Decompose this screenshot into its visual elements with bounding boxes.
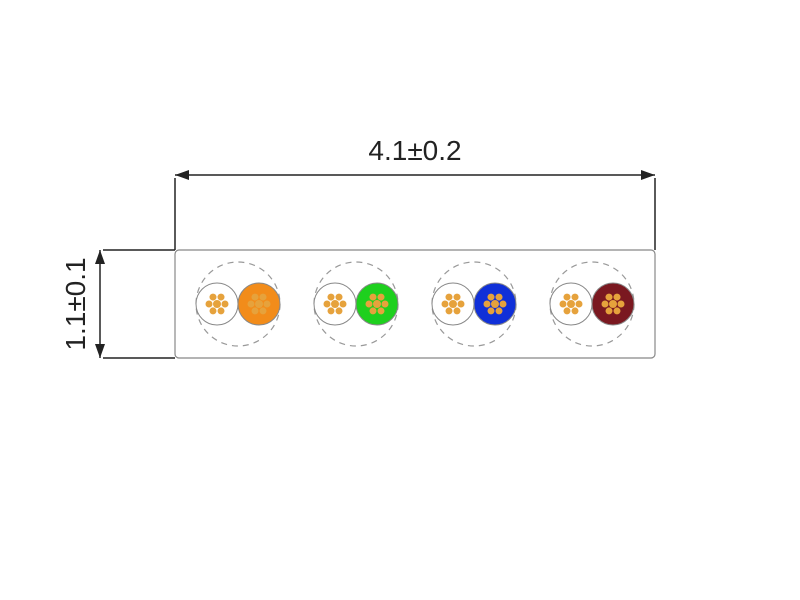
strand-icon — [446, 307, 453, 314]
strand-icon — [378, 307, 385, 314]
wire-pair-0 — [196, 262, 280, 346]
width-arrow-right — [641, 170, 655, 180]
strand-icon — [567, 300, 575, 308]
wire-pair-1 — [314, 262, 398, 346]
strand-icon — [218, 307, 225, 314]
strand-icon — [458, 301, 465, 308]
strand-icon — [614, 307, 621, 314]
strand-icon — [500, 301, 507, 308]
strand-icon — [609, 300, 617, 308]
strand-icon — [252, 294, 259, 301]
strand-icon — [602, 301, 609, 308]
strand-icon — [255, 300, 263, 308]
strand-icon — [491, 300, 499, 308]
height-arrow-top — [95, 250, 105, 264]
strand-icon — [488, 307, 495, 314]
strand-icon — [213, 300, 221, 308]
height-dim-label: 1.1±0.1 — [60, 257, 91, 350]
strand-icon — [336, 307, 343, 314]
strand-icon — [324, 301, 331, 308]
strand-icon — [210, 307, 217, 314]
strand-icon — [260, 307, 267, 314]
strand-icon — [564, 307, 571, 314]
strand-icon — [496, 307, 503, 314]
strand-icon — [370, 294, 377, 301]
strand-icon — [618, 301, 625, 308]
strand-icon — [252, 307, 259, 314]
strand-icon — [331, 300, 339, 308]
strand-icon — [606, 294, 613, 301]
strand-icon — [454, 294, 461, 301]
strand-icon — [572, 307, 579, 314]
strand-icon — [328, 307, 335, 314]
strand-icon — [446, 294, 453, 301]
strand-icon — [366, 301, 373, 308]
strand-icon — [496, 294, 503, 301]
wire-pair-3 — [550, 262, 634, 346]
strand-icon — [378, 294, 385, 301]
strand-icon — [370, 307, 377, 314]
strand-icon — [484, 301, 491, 308]
strand-icon — [454, 307, 461, 314]
height-arrow-bottom — [95, 344, 105, 358]
strand-icon — [336, 294, 343, 301]
strand-icon — [449, 300, 457, 308]
strand-icon — [382, 301, 389, 308]
strand-icon — [206, 301, 213, 308]
strand-icon — [218, 294, 225, 301]
strand-icon — [564, 294, 571, 301]
strand-icon — [606, 307, 613, 314]
width-dim-label: 4.1±0.2 — [368, 135, 461, 166]
strand-icon — [210, 294, 217, 301]
strand-icon — [248, 301, 255, 308]
strand-icon — [560, 301, 567, 308]
strand-icon — [614, 294, 621, 301]
strand-icon — [576, 301, 583, 308]
strand-icon — [572, 294, 579, 301]
strand-icon — [442, 301, 449, 308]
wire-pair-2 — [432, 262, 516, 346]
strand-icon — [222, 301, 229, 308]
strand-icon — [264, 301, 271, 308]
strand-icon — [488, 294, 495, 301]
strand-icon — [260, 294, 267, 301]
strand-icon — [340, 301, 347, 308]
width-arrow-left — [175, 170, 189, 180]
strand-icon — [373, 300, 381, 308]
strand-icon — [328, 294, 335, 301]
